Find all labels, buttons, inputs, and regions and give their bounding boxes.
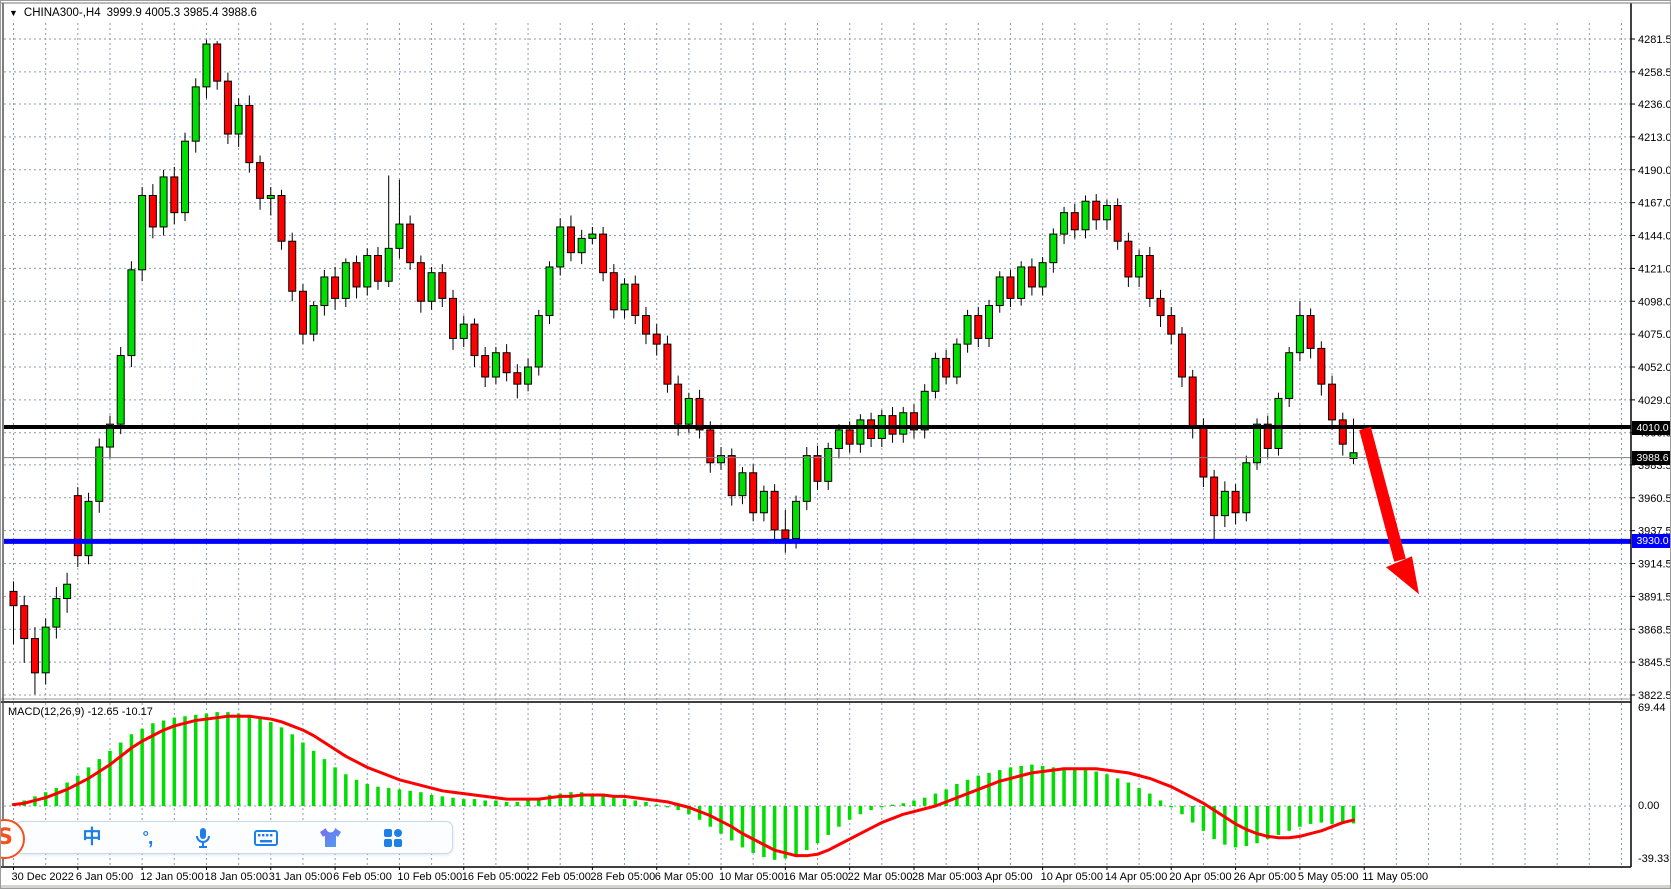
price-tick-label: 3822.5	[1638, 690, 1671, 702]
time-tick-label: 6 Mar 05:00	[655, 871, 714, 883]
time-tick-label: 5 May 05:00	[1298, 871, 1359, 883]
ime-toolbar: 中 °,	[15, 821, 453, 854]
macd-scale-label: 69.44	[1638, 702, 1666, 714]
time-tick-label: 22 Mar 05:00	[848, 871, 913, 883]
time-tick-label: 10 Mar 05:00	[719, 871, 784, 883]
keyboard-icon[interactable]	[254, 829, 279, 847]
microphone-icon[interactable]	[193, 827, 213, 849]
time-tick-label: 16 Mar 05:00	[783, 871, 848, 883]
price-tick-label: 4167.0	[1638, 198, 1671, 210]
price-tick-label: 3914.5	[1638, 559, 1671, 571]
skin-icon[interactable]	[319, 827, 342, 848]
macd-scale-label: -39.33	[1638, 853, 1669, 865]
time-tick-label: 26 Apr 05:00	[1234, 871, 1296, 883]
price-tick-label: 4190.0	[1638, 165, 1671, 177]
price-tick-label: 4098.0	[1638, 296, 1671, 308]
time-tick-label: 10 Apr 05:00	[1041, 871, 1103, 883]
time-tick-label: 31 Jan 05:00	[269, 871, 333, 883]
apps-grid-icon[interactable]	[383, 828, 403, 848]
time-tick-label: 30 Dec 2022	[12, 871, 74, 883]
current-price-badge: 3988.6	[1632, 451, 1670, 465]
price-tick-label: 3868.5	[1638, 624, 1671, 636]
price-tick-label: 4144.0	[1638, 231, 1671, 243]
time-tick-label: 6 Feb 05:00	[333, 871, 392, 883]
price-tick-label: 4121.0	[1638, 263, 1671, 275]
time-tick-label: 6 Jan 05:00	[76, 871, 134, 883]
time-tick-label: 11 May 05:00	[1362, 871, 1428, 883]
price-tick-label: 4258.5	[1638, 67, 1671, 79]
punctuation-icon[interactable]: °,	[142, 826, 154, 849]
time-tick-label: 10 Feb 05:00	[397, 871, 462, 883]
symbol-dropdown-icon[interactable]: ▼	[9, 8, 18, 18]
symbol-period-label: CHINA300-,H4	[23, 7, 101, 19]
time-tick-label: 16 Feb 05:00	[462, 871, 527, 883]
macd-indicator-label: MACD(12,26,9) -12.65 -10.17	[8, 706, 153, 718]
time-tick-label: 3 Apr 05:00	[976, 871, 1032, 883]
time-tick-label: 22 Feb 05:00	[526, 871, 591, 883]
price-tick-label: 4281.5	[1638, 34, 1671, 46]
ohlc-values: 3999.9 4005.3 3985.4 3988.6	[106, 7, 257, 19]
price-tick-label: 3845.5	[1638, 657, 1671, 669]
chinese-mode-icon[interactable]: 中	[82, 827, 102, 848]
price-tick-label: 4236.0	[1638, 99, 1671, 111]
support-price-badge: 3930.0	[1632, 534, 1670, 548]
price-tick-label: 4213.0	[1638, 132, 1671, 144]
time-tick-label: 28 Feb 05:00	[590, 871, 655, 883]
macd-scale-label: 0.00	[1638, 800, 1659, 812]
time-tick-label: 14 Apr 05:00	[1105, 871, 1167, 883]
time-tick-label: 18 Jan 05:00	[204, 871, 268, 883]
window-bottom-edge	[1, 885, 1670, 888]
price-tick-label: 4075.0	[1638, 329, 1671, 341]
chart-title-bar: ▼ CHINA300-,H4 3999.9 4005.3 3985.4 3988…	[9, 5, 257, 21]
price-tick-label: 3960.5	[1638, 493, 1671, 505]
price-tick-label: 4029.0	[1638, 395, 1671, 407]
time-tick-label: 28 Mar 05:00	[912, 871, 977, 883]
time-tick-label: 20 Apr 05:00	[1169, 871, 1231, 883]
price-tick-label: 3891.5	[1638, 591, 1671, 603]
price-tick-label: 4052.0	[1638, 362, 1671, 374]
down-arrow-annotation[interactable]	[1386, 556, 1419, 595]
time-tick-label: 12 Jan 05:00	[140, 871, 204, 883]
resistance-price-badge: 4010.0	[1632, 421, 1670, 435]
